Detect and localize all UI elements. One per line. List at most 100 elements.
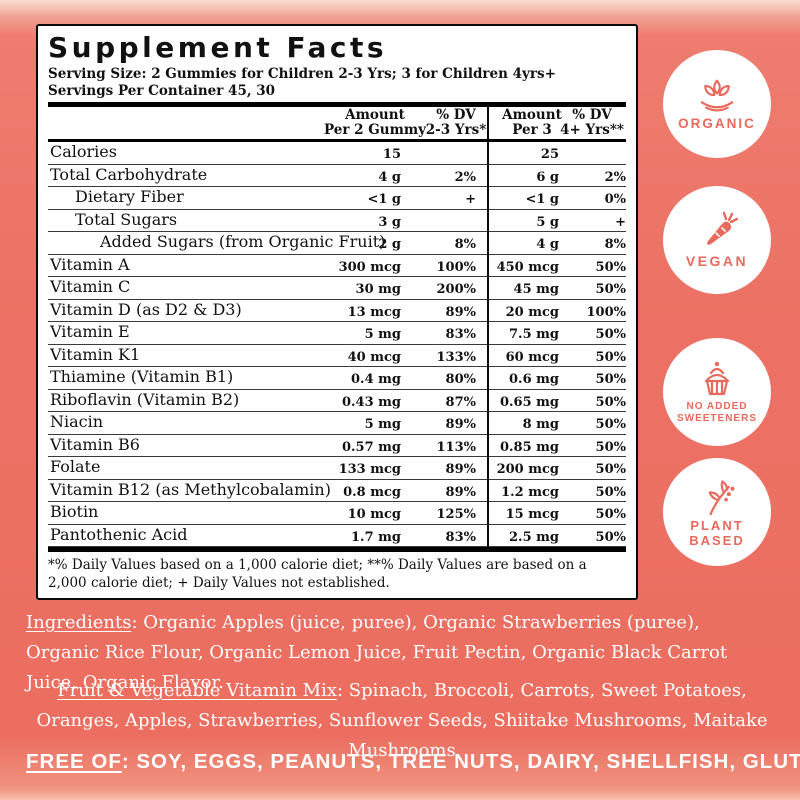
dv-2-3-value: 133% bbox=[436, 349, 477, 365]
dv-2-3-value: 2% bbox=[454, 169, 476, 185]
amount-per-2-value: 0.8 mcg bbox=[343, 484, 401, 500]
amount-per-2-value: 13 mcg bbox=[347, 304, 401, 320]
amount-per-2-value: 133 mcg bbox=[338, 462, 401, 477]
panel-title: Supplement Facts bbox=[48, 31, 388, 64]
nutrient-name: Vitamin A bbox=[50, 254, 130, 274]
dv-4plus-value: 50% bbox=[595, 372, 626, 387]
nutrient-name: Niacin bbox=[50, 412, 104, 431]
amount-per-2-value: 3 g bbox=[378, 214, 401, 230]
dv-4plus-value: 50% bbox=[595, 259, 626, 275]
nutrient-name: Vitamin E bbox=[50, 322, 130, 341]
dv-4plus-value: 50% bbox=[595, 282, 626, 297]
dv-4plus-value: 50% bbox=[595, 327, 626, 342]
table-row: Vitamin C 30 mg 200% 45 mg 50% bbox=[48, 277, 626, 300]
amount-per-3-value: 0.6 mg bbox=[509, 372, 559, 387]
dv-2-3-value: 89% bbox=[445, 462, 476, 477]
dv-2-3-value: 83% bbox=[445, 327, 476, 342]
dv-2-3-value: 89% bbox=[445, 304, 476, 320]
dv-2-3-value: 8% bbox=[454, 237, 476, 252]
amount-per-3-value: 15 mcg bbox=[505, 507, 559, 522]
badge-label: VEGAN bbox=[685, 253, 749, 269]
amount-per-3-value: 20 mcg bbox=[505, 304, 559, 320]
amount-per-3-value: 200 mcg bbox=[496, 462, 559, 477]
dv-4plus-value: 50% bbox=[595, 417, 626, 432]
separator-bar-bottom bbox=[48, 547, 626, 552]
table-row: Vitamin B6 0.57 mg 113% 0.85 mg 50% bbox=[48, 434, 626, 457]
nutrient-name: Folate bbox=[50, 457, 101, 476]
plant-sprig-icon bbox=[708, 480, 735, 516]
table-row: Niacin 5 mg 89% 8 mg 50% bbox=[48, 412, 626, 435]
dv-4plus-value bbox=[559, 146, 626, 168]
nutrient-name: Vitamin B12 (as Methylcobalamin) bbox=[50, 479, 331, 499]
dv-4plus-value: 50% bbox=[595, 349, 626, 365]
facts-table-body: Calories 15 25 Total Carbohydrate 4 g 2%… bbox=[48, 142, 626, 547]
badge-organic: ORGANIC bbox=[663, 50, 771, 158]
amount-per-2-value: 4 g bbox=[378, 169, 401, 185]
dv-2-3-value: + bbox=[465, 192, 476, 207]
dv-2-3-value: 87% bbox=[445, 394, 476, 410]
dv-2-3-value: 89% bbox=[445, 417, 476, 432]
table-row: Pantothenic Acid 1.7 mg 83% 2.5 mg 50% bbox=[48, 524, 626, 547]
dv-4plus-value: + bbox=[615, 214, 626, 230]
nutrient-name: Dietary Fiber bbox=[75, 187, 184, 206]
dv-4plus-value: 50% bbox=[595, 484, 626, 500]
separator-bar-top bbox=[48, 102, 626, 107]
amount-per-2-value: 2 g bbox=[378, 237, 401, 252]
badge-vegan: VEGAN bbox=[663, 186, 771, 294]
daily-value-footnote: *% Daily Values based on a 1,000 calorie… bbox=[48, 557, 587, 591]
dv-4plus-value: 50% bbox=[595, 394, 626, 410]
table-row: Total Carbohydrate 4 g 2% 6 g 2% bbox=[48, 165, 626, 187]
dv-4plus-value: 50% bbox=[595, 529, 626, 545]
serving-size-line: Serving Size: 2 Gummies for Children 2-3… bbox=[48, 66, 556, 82]
nutrient-name: Calories bbox=[50, 142, 117, 161]
amount-per-3-value: 0.65 mg bbox=[499, 394, 559, 410]
dv-4plus-value: 8% bbox=[604, 237, 626, 252]
nutrient-name: Added Sugars (from Organic Fruit) bbox=[100, 232, 386, 251]
amount-per-2-value: 0.43 mg bbox=[341, 394, 401, 410]
col-header-dv-2-3: % DV 2-3 Yrs* bbox=[425, 107, 487, 138]
nutrient-name: Pantothenic Acid bbox=[50, 524, 188, 544]
nutrient-name: Thiamine (Vitamin B1) bbox=[50, 367, 234, 386]
dv-2-3-value bbox=[401, 146, 476, 168]
dv-4plus-value: 0% bbox=[604, 192, 626, 207]
vitamin-mix-heading: Fruit & Vegetable Vitamin Mix bbox=[57, 680, 338, 701]
dv-4plus-value: 100% bbox=[586, 304, 627, 320]
vitamin-mix-paragraph: Fruit & Vegetable Vitamin Mix: Spinach, … bbox=[26, 676, 778, 766]
amount-per-2-value: 1.7 mg bbox=[351, 529, 401, 545]
nutrient-name: Vitamin D (as D2 & D3) bbox=[50, 299, 242, 319]
facts-table: Amount Per 2 Gummy % DV 2-3 Yrs* Amount … bbox=[48, 102, 626, 552]
table-row: Biotin 10 mcg 125% 15 mcg 50% bbox=[48, 502, 626, 525]
dv-2-3-value: 200% bbox=[436, 282, 477, 297]
dv-2-3-value: 125% bbox=[436, 507, 477, 522]
ingredients-heading: Ingredients bbox=[26, 612, 132, 633]
amount-per-3-value: <1 g bbox=[525, 192, 559, 207]
table-row: Calories 15 25 bbox=[48, 142, 626, 165]
amount-per-2-value: 40 mcg bbox=[347, 349, 401, 365]
dv-4plus-value: 2% bbox=[604, 169, 626, 185]
nutrient-name: Total Sugars bbox=[75, 209, 178, 229]
free-of-text: : SOY, EGGS, PEANUTS, TREE NUTS, DAIRY, … bbox=[121, 750, 800, 773]
ingredients-text: : Organic Apples (juice, puree), Organic… bbox=[26, 612, 728, 693]
column-divider-line bbox=[487, 102, 489, 552]
badge-plant-based: PLANT BASED bbox=[663, 458, 771, 566]
facts-table-header: Amount Per 2 Gummy % DV 2-3 Yrs* Amount … bbox=[48, 107, 626, 139]
nutrient-name: Vitamin B6 bbox=[50, 434, 140, 454]
nutrient-name: Vitamin K1 bbox=[50, 344, 141, 364]
col-header-amount-per-2: Amount Per 2 Gummy bbox=[323, 107, 427, 138]
amount-per-2-value: 0.4 mg bbox=[351, 372, 401, 387]
amount-per-2-value: 5 mg bbox=[364, 417, 401, 432]
ingredients-paragraph: Ingredients: Organic Apples (juice, pure… bbox=[26, 608, 778, 698]
amount-per-3-value: 5 g bbox=[536, 214, 559, 230]
badge-label: ORGANIC bbox=[678, 115, 756, 131]
dv-2-3-value: 113% bbox=[436, 439, 477, 455]
table-row: Vitamin K1 40 mcg 133% 60 mcg 50% bbox=[48, 344, 626, 367]
servings-per-container-line: Servings Per Container 45, 30 bbox=[48, 82, 276, 99]
nutrient-name: Vitamin C bbox=[50, 277, 131, 296]
supplement-facts-panel: Supplement Facts Serving Size: 2 Gummies… bbox=[36, 24, 638, 600]
dv-2-3-value: 83% bbox=[445, 529, 476, 545]
table-row: Dietary Fiber <1 g + <1 g 0% bbox=[48, 187, 626, 210]
amount-per-3-value: 4 g bbox=[536, 237, 559, 252]
separator-bar-mid bbox=[48, 139, 626, 142]
amount-per-2-value: 0.57 mg bbox=[341, 439, 401, 455]
amount-per-3-value: 45 mg bbox=[513, 282, 559, 297]
